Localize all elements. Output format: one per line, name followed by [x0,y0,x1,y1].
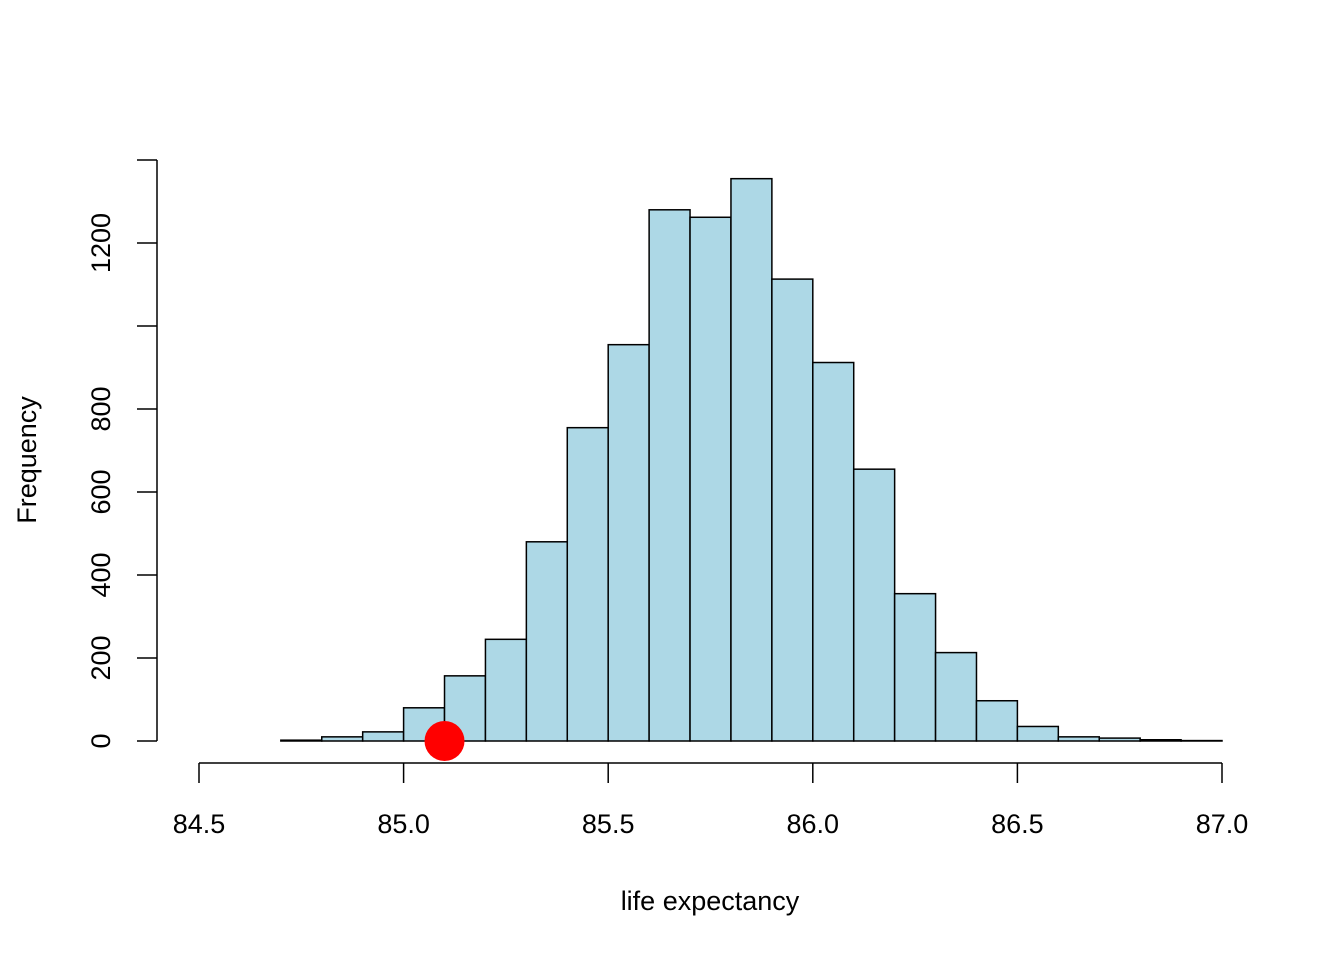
observed-value-marker [424,721,465,761]
histogram-bar [361,731,405,742]
histogram-bar [689,216,732,742]
histogram-bar [771,278,814,742]
x-axis-title: life expectancy [621,886,800,916]
histogram-bar [1098,737,1141,742]
histogram-bar [893,592,937,742]
x-tick-label: 85.0 [377,809,430,839]
y-tick-label: 800 [86,386,116,431]
histogram-bar [484,638,528,742]
x-tick-label: 86.5 [991,809,1044,839]
y-tick-label: 400 [86,552,116,597]
x-tick-label: 86.0 [787,809,840,839]
histogram-bar [525,541,569,742]
histogram-bar [975,699,1019,742]
histogram-bar [730,177,773,742]
histogram-bar [1016,725,1060,742]
marker-layer [424,721,465,761]
x-axis: 84.5 85.0 85.5 86.0 86.5 87.0 [173,762,1249,839]
histogram-bar [1139,739,1182,742]
histogram-bar [648,209,691,742]
histogram-bar [934,651,978,742]
y-tick-label: 600 [86,469,116,514]
histogram-bar [566,426,609,742]
histogram-bars [280,177,1223,742]
histogram-bar [280,739,323,742]
histogram-bar [812,361,855,742]
y-tick-label: 1200 [86,213,116,273]
x-tick-label: 87.0 [1196,809,1249,839]
histogram-bar [607,343,650,742]
y-axis: 0 200 400 600 800 1200 [86,159,158,749]
y-axis-title: Frequency [12,396,42,524]
y-tick-label: 0 [86,733,116,748]
histogram-bar [321,736,364,742]
histogram-bar [852,468,896,742]
x-tick-label: 85.5 [582,809,635,839]
x-tick-label: 84.5 [173,809,226,839]
y-tick-label: 200 [86,635,116,680]
histogram-bar [1057,736,1100,742]
